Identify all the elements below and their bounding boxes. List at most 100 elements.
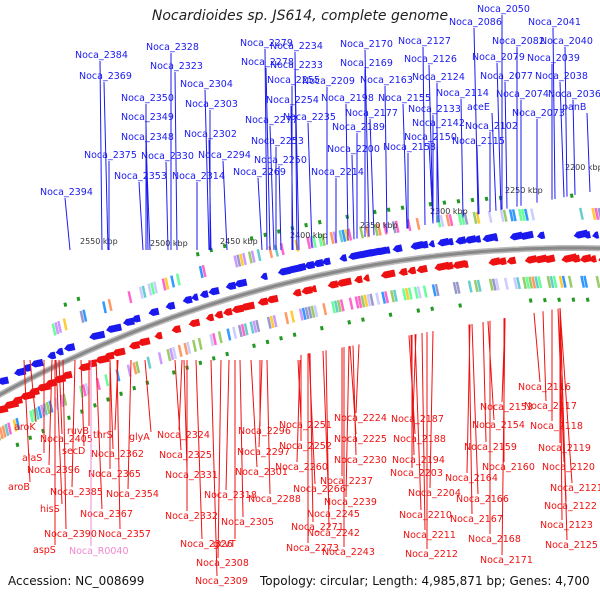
bottom-gene-label: Noca_2204: [408, 488, 461, 499]
forward-stripe: [150, 282, 156, 295]
forward-stripe: [373, 223, 379, 237]
bottom-gene-label: Noca_2318: [204, 490, 257, 501]
kbp-tick-label: 2550 kbp: [80, 237, 118, 246]
reverse-gene: [292, 288, 302, 297]
forward-gene: [383, 246, 391, 254]
forward-stripe: [499, 209, 505, 223]
bottom-gene-label: Noca_2125: [545, 540, 598, 551]
forward-stripe: [530, 208, 536, 221]
reverse-stripe: [534, 276, 540, 289]
bottom-gene-label: Noca_2260: [275, 462, 328, 473]
bottom-gene-label: hisS: [40, 504, 60, 515]
bottom-gene-label: ruvB: [67, 426, 89, 437]
forward-gene: [464, 235, 477, 244]
forward-gene: [0, 376, 10, 385]
reverse-stripe: [561, 275, 567, 288]
forward-stripe: [82, 309, 88, 322]
forward-stripe: [511, 209, 517, 222]
bottom-gene-label: Noca_2171: [480, 555, 533, 566]
forward-stripe: [448, 213, 454, 227]
forward-gene: [455, 236, 467, 245]
bottom-gene-label: Noca_2273: [286, 543, 339, 554]
top-leader-line: [504, 81, 508, 209]
bottom-gene-label: Noca_2301: [235, 467, 288, 478]
reverse-stripe: [177, 344, 183, 358]
reverse-stripe: [567, 275, 573, 288]
reverse-stripe: [452, 281, 458, 295]
forward-gene: [234, 278, 248, 288]
bottom-gene-label: Noca_2212: [405, 549, 458, 560]
bottom-leader-line: [71, 359, 76, 488]
top-gene-label: Noca_2254: [266, 95, 319, 106]
reverse-stripe: [580, 275, 586, 288]
forward-gene: [374, 246, 388, 256]
bottom-gene-label: Noca_2167: [450, 514, 503, 525]
reverse-stripe: [381, 291, 387, 304]
bottom-leader-line: [144, 359, 152, 433]
reverse-stripe: [1, 425, 7, 438]
reverse-stripe: [192, 339, 197, 352]
bottom-leader-line: [23, 359, 31, 483]
reverse-stripe: [12, 419, 18, 432]
bottom-leader-line: [55, 359, 63, 505]
bottom-gene-label: aroK: [14, 422, 36, 433]
reverse-stripe: [583, 275, 589, 288]
bottom-gene-label: aroB: [8, 482, 30, 493]
bottom-leader-line: [296, 359, 301, 463]
forward-gene: [536, 231, 546, 240]
reverse-gene: [497, 257, 507, 266]
gc-tick: [484, 196, 489, 202]
reverse-stripe: [252, 320, 258, 333]
forward-gene: [473, 235, 482, 243]
forward-stripe: [311, 235, 317, 248]
bottom-gene-label: Noca_2266: [293, 484, 346, 495]
top-leader-line: [491, 112, 497, 211]
reverse-stripe: [135, 361, 141, 374]
reverse-gene: [461, 260, 469, 268]
gc-tick: [428, 201, 433, 207]
bottom-leader-line: [533, 312, 541, 383]
reverse-stripe: [249, 321, 255, 334]
reverse-stripe: [240, 324, 246, 337]
top-gene-label: Noca_2074: [496, 89, 549, 100]
forward-stripe: [268, 245, 274, 259]
bottom-leader-line: [471, 324, 479, 495]
reverse-stripe: [434, 283, 440, 297]
forward-stripe: [391, 221, 397, 234]
gc-tick: [386, 207, 391, 213]
reverse-gene: [11, 396, 23, 405]
forward-stripe: [457, 213, 463, 226]
bottom-gene-label: Noca_2288: [248, 494, 301, 505]
reverse-gene: [363, 274, 370, 282]
gc-tick: [470, 197, 475, 203]
forward-stripe: [233, 255, 239, 268]
reverse-stripe: [513, 277, 518, 290]
top-gene-label: Noca_2302: [184, 129, 237, 140]
bottom-gene-label: Noca_2117: [524, 401, 577, 412]
reverse-stripe: [226, 328, 232, 341]
reverse-stripe: [488, 278, 494, 291]
reverse-stripe: [186, 341, 192, 354]
reverse-stripe: [522, 276, 528, 289]
reverse-gene: [240, 301, 256, 311]
forward-stripe: [198, 265, 204, 279]
top-gene-label: Noca_2169: [340, 58, 393, 69]
top-leader-line: [384, 85, 388, 233]
forward-stripe: [415, 217, 421, 230]
bottom-gene-label: Noca_2243: [322, 547, 375, 558]
top-leader-line: [269, 125, 275, 251]
top-leader-line: [208, 139, 212, 251]
forward-gene: [182, 295, 193, 304]
forward-stripe: [338, 230, 344, 243]
gc-tick: [132, 385, 137, 391]
forward-gene: [592, 231, 600, 239]
forward-stripe: [508, 209, 514, 222]
bottom-gene-label: Noca_2405: [40, 434, 93, 445]
reverse-stripe: [0, 426, 4, 440]
reverse-gene: [154, 331, 163, 340]
forward-stripe: [175, 273, 181, 286]
reverse-gene: [533, 254, 548, 264]
bottom-gene-label: Noca_2118: [530, 421, 583, 432]
reverse-stripe: [79, 385, 85, 398]
bottom-leader-line: [58, 359, 63, 435]
